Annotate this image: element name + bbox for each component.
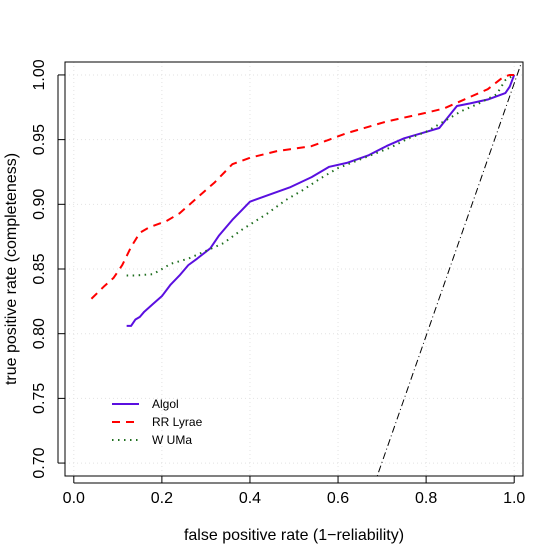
x-tick-label: 0.0 xyxy=(63,490,85,507)
x-tick-label: 0.2 xyxy=(151,490,173,507)
y-tick-label: 0.85 xyxy=(31,253,48,284)
x-tick-label: 0.8 xyxy=(415,490,437,507)
legend: Algol RR Lyrae W UMa xyxy=(112,397,203,447)
x-axis: 0.0 0.2 0.4 0.6 0.8 1.0 xyxy=(63,476,525,507)
grid xyxy=(65,62,523,476)
x-tick-label: 0.6 xyxy=(327,490,349,507)
series-lines xyxy=(90,73,516,327)
y-tick-label: 0.90 xyxy=(31,189,48,220)
y-tick-label: 0.95 xyxy=(31,124,48,155)
y-tick-label: 0.75 xyxy=(31,383,48,414)
legend-label: W UMa xyxy=(152,433,192,447)
legend-label: Algol xyxy=(152,397,179,411)
y-tick-label: 0.80 xyxy=(31,318,48,349)
y-tick-label: 1.00 xyxy=(31,59,48,90)
x-tick-label: 1.0 xyxy=(503,490,525,507)
reference-diagonal xyxy=(376,62,523,476)
legend-label: RR Lyrae xyxy=(152,415,203,429)
x-axis-label: false positive rate (1−reliability) xyxy=(184,527,404,544)
x-tick-label: 0.4 xyxy=(239,490,261,507)
y-tick-label: 0.70 xyxy=(31,447,48,478)
y-axis: 0.70 0.75 0.80 0.85 0.90 0.95 1.00 xyxy=(31,59,65,479)
series-line-rr-lyrae xyxy=(90,73,515,300)
y-axis-label: true positive rate (completeness) xyxy=(3,153,20,385)
reference-line xyxy=(376,62,523,476)
series-line-algol xyxy=(126,74,516,327)
series-line-w-uma xyxy=(126,74,515,277)
